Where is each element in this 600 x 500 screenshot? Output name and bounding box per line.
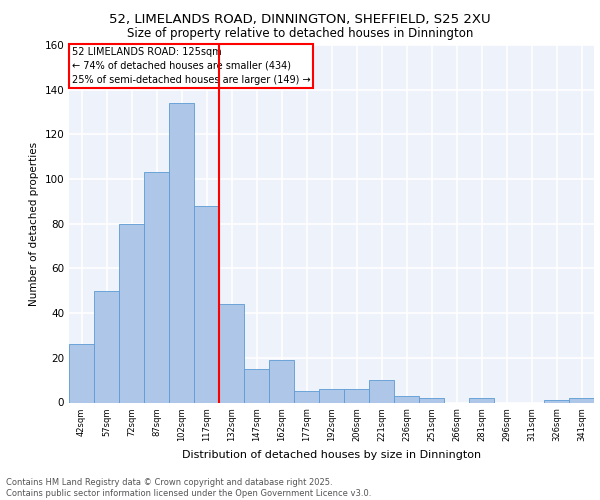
Bar xyxy=(219,304,244,402)
Bar xyxy=(269,360,294,403)
Bar xyxy=(394,396,419,402)
Bar xyxy=(469,398,494,402)
Y-axis label: Number of detached properties: Number of detached properties xyxy=(29,142,39,306)
Bar xyxy=(119,224,144,402)
Bar xyxy=(144,172,169,402)
Text: Size of property relative to detached houses in Dinnington: Size of property relative to detached ho… xyxy=(127,28,473,40)
Bar xyxy=(294,392,319,402)
Bar xyxy=(69,344,94,403)
Bar xyxy=(369,380,394,402)
Bar xyxy=(419,398,444,402)
Text: Contains HM Land Registry data © Crown copyright and database right 2025.
Contai: Contains HM Land Registry data © Crown c… xyxy=(6,478,371,498)
Bar xyxy=(244,369,269,402)
Bar xyxy=(169,103,194,403)
Bar xyxy=(319,389,344,402)
X-axis label: Distribution of detached houses by size in Dinnington: Distribution of detached houses by size … xyxy=(182,450,481,460)
Bar xyxy=(344,389,369,402)
Bar xyxy=(569,398,594,402)
Text: 52, LIMELANDS ROAD, DINNINGTON, SHEFFIELD, S25 2XU: 52, LIMELANDS ROAD, DINNINGTON, SHEFFIEL… xyxy=(109,12,491,26)
Text: 52 LIMELANDS ROAD: 125sqm
← 74% of detached houses are smaller (434)
25% of semi: 52 LIMELANDS ROAD: 125sqm ← 74% of detac… xyxy=(71,47,310,85)
Bar xyxy=(194,206,219,402)
Bar xyxy=(544,400,569,402)
Bar xyxy=(94,291,119,403)
